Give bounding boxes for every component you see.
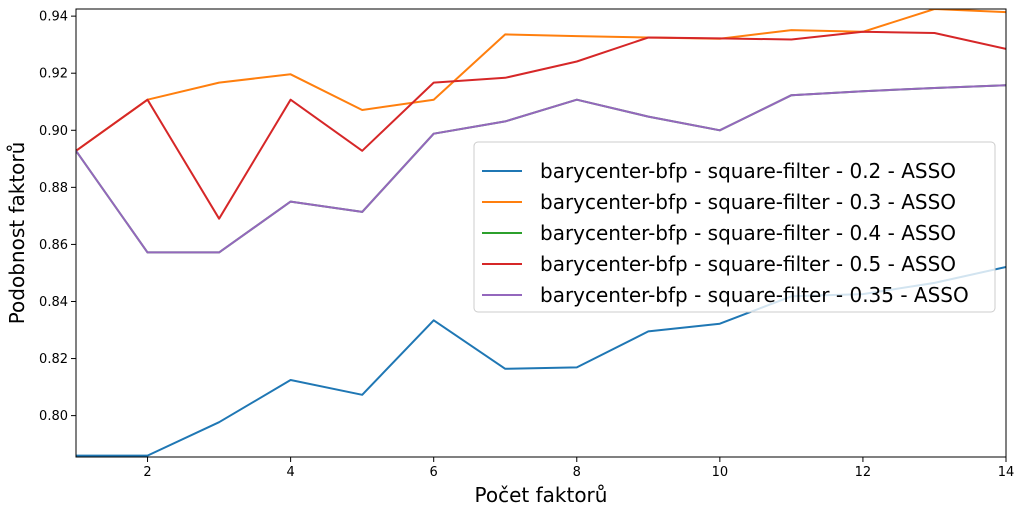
legend-box — [473, 141, 996, 313]
x-axis-label: Počet faktorů — [475, 483, 608, 507]
y-tick-label: 0.86 — [39, 238, 68, 253]
legend-label: barycenter-bfp - square-filter - 0.35 - … — [540, 283, 969, 307]
legend-label: barycenter-bfp - square-filter - 0.3 - A… — [540, 190, 956, 214]
x-axis: 2 4 6 8 10 12 14 — [143, 457, 1014, 480]
x-tick-label: 4 — [286, 465, 294, 480]
y-tick-label: 0.92 — [39, 67, 68, 82]
y-tick-label: 0.90 — [39, 124, 68, 139]
x-tick-label: 2 — [143, 465, 151, 480]
y-tick-label: 0.82 — [39, 352, 68, 367]
y-tick-label: 0.88 — [39, 181, 68, 196]
y-tick-label: 0.80 — [39, 409, 68, 424]
y-axis-label: Podobnost faktorů — [5, 142, 29, 325]
series-line-4 — [76, 84, 1006, 254]
x-tick-label: 14 — [998, 465, 1015, 480]
y-tick-label: 0.94 — [39, 10, 68, 25]
series-line-3 — [76, 30, 1006, 220]
legend: barycenter-bfp - square-filter - 0.2 - A… — [473, 141, 996, 313]
x-tick-label: 8 — [573, 465, 581, 480]
legend-label: barycenter-bfp - square-filter - 0.5 - A… — [540, 252, 956, 276]
x-tick-label: 12 — [855, 465, 872, 480]
plot-frame — [75, 8, 1007, 458]
series-line-1 — [76, 9, 1006, 152]
legend-label: barycenter-bfp - square-filter - 0.4 - A… — [540, 221, 956, 245]
y-axis: 0.80 0.82 0.84 0.86 0.88 0.90 0.92 0.94 — [39, 10, 76, 424]
x-tick-label: 10 — [712, 465, 729, 480]
legend-label: barycenter-bfp - square-filter - 0.2 - A… — [540, 159, 956, 183]
x-tick-label: 6 — [430, 465, 438, 480]
y-tick-label: 0.84 — [39, 295, 68, 310]
